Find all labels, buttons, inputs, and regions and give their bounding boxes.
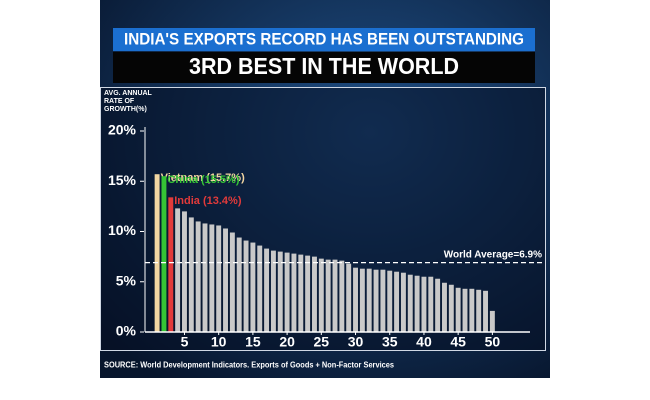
bar <box>469 288 475 332</box>
bar <box>332 259 338 332</box>
x-tick-label: 25 <box>314 334 330 350</box>
bar <box>407 274 413 332</box>
reference-label: World Average=6.9% <box>444 249 542 260</box>
x-tick-label: 15 <box>245 334 261 350</box>
y-axis-label: AVG. ANNUAL <box>104 90 153 97</box>
bar <box>154 174 160 332</box>
bar <box>339 260 345 332</box>
bar <box>188 217 194 332</box>
subtitle-banner <box>113 52 535 83</box>
data-label: India (13.4%) <box>174 195 242 207</box>
bar <box>161 176 167 332</box>
bar <box>182 211 187 332</box>
bar <box>373 269 379 332</box>
bar <box>476 289 482 332</box>
bar <box>462 288 468 332</box>
bar <box>435 278 441 332</box>
bar <box>284 252 290 332</box>
bar <box>209 224 215 332</box>
bar <box>291 253 297 332</box>
bar <box>387 270 393 332</box>
bar <box>455 287 461 332</box>
y-tick-label: 10% <box>108 222 137 238</box>
bar <box>223 228 228 332</box>
bar <box>380 269 386 332</box>
bar <box>346 263 352 332</box>
source-note: SOURCE: World Development Indicators. Ex… <box>104 359 394 369</box>
bar <box>270 250 276 332</box>
chart-title: INDIA'S EXPORTS RECORD HAS BEEN OUTSTAND… <box>124 29 524 48</box>
x-tick-label: 35 <box>382 334 398 350</box>
y-tick-label: 0% <box>116 323 137 339</box>
bar <box>400 272 406 332</box>
y-tick-label: 5% <box>116 272 137 288</box>
y-tick-label: 20% <box>108 122 137 138</box>
bar <box>168 197 174 332</box>
y-axis-label: RATE OF <box>104 98 135 105</box>
bar <box>325 259 331 332</box>
bar <box>257 245 263 332</box>
y-axis-label: GROWTH(%) <box>104 106 147 113</box>
bar <box>489 310 495 332</box>
bar <box>353 267 358 332</box>
chart-subtitle: 3RD BEST IN THE WORLD <box>189 53 459 79</box>
bar <box>483 290 488 332</box>
bar <box>318 258 324 332</box>
y-tick-label: 15% <box>108 172 137 188</box>
bar <box>250 242 256 332</box>
bar <box>359 268 365 332</box>
bar <box>216 225 222 332</box>
title-banner <box>113 28 535 51</box>
bar <box>428 276 434 332</box>
bar <box>421 276 427 332</box>
bar <box>243 240 249 332</box>
bar <box>229 232 235 332</box>
bar <box>442 282 447 332</box>
x-tick-label: 5 <box>181 334 189 350</box>
x-tick-label: 30 <box>348 334 364 350</box>
bar <box>264 248 270 332</box>
bar <box>366 268 372 332</box>
bar <box>305 255 311 332</box>
x-tick-label: 20 <box>279 334 295 350</box>
bar <box>448 284 454 332</box>
bar <box>195 221 201 332</box>
bar <box>312 256 317 332</box>
x-tick-label: 10 <box>211 334 227 350</box>
data-label: China (15.5%) <box>167 174 239 186</box>
x-tick-label: 45 <box>450 334 466 350</box>
bar <box>236 237 242 332</box>
bar <box>298 254 304 332</box>
x-tick-label: 50 <box>485 334 501 350</box>
bar <box>202 223 208 332</box>
x-tick-label: 40 <box>416 334 432 350</box>
bar <box>414 275 420 332</box>
bar <box>394 271 400 332</box>
bar <box>277 251 283 332</box>
data-label: Vietnam (15.7%) <box>161 172 246 184</box>
bar <box>175 208 181 332</box>
